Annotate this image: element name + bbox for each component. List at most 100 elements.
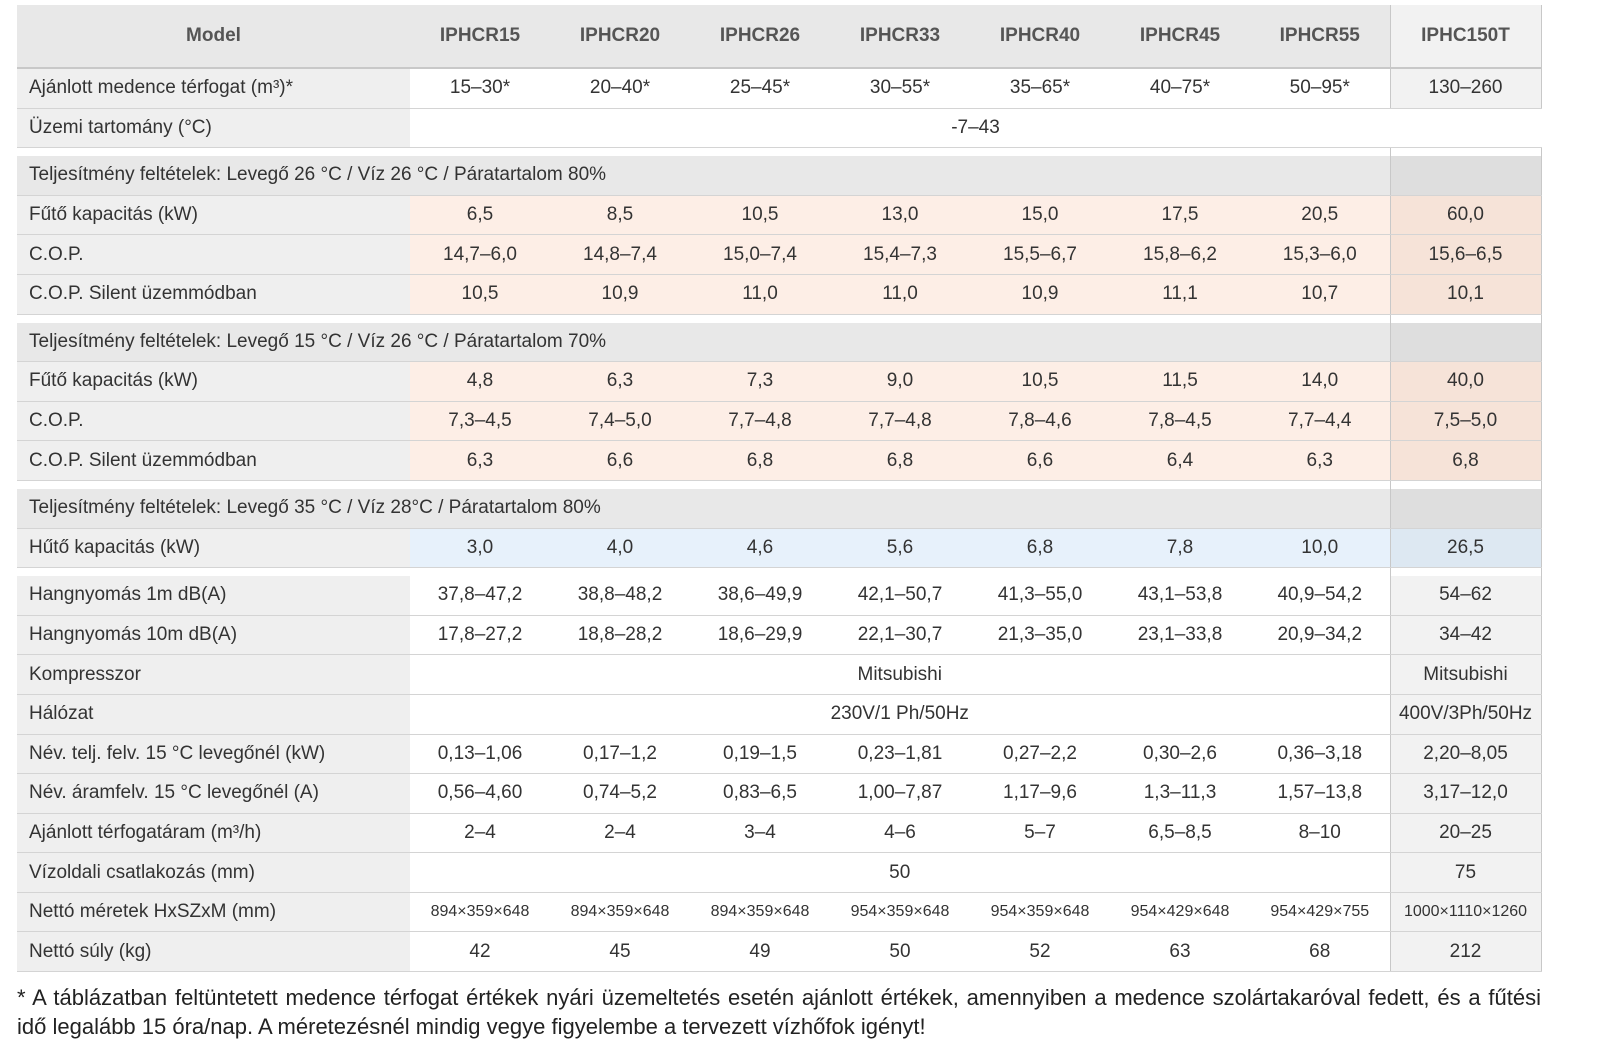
spacer-cell xyxy=(1389,314,1542,323)
row-label: Név. áramfelv. 15 °C levegőnél (A) xyxy=(17,773,410,814)
cell-value: 894×359×648 xyxy=(690,892,830,933)
cell-value: 42 xyxy=(410,931,550,973)
cell-value: 954×429×755 xyxy=(1250,892,1390,933)
row-label: C.O.P. Silent üzemmódban xyxy=(17,274,410,315)
header-label: Model xyxy=(17,5,410,69)
row-label: Név. telj. felv. 15 °C levegőnél (kW) xyxy=(17,734,410,775)
model-name: IPHCR20 xyxy=(550,5,690,69)
model-name: IPHCR45 xyxy=(1110,5,1250,69)
cell-value: 6,8 xyxy=(690,440,830,481)
data-row: Fűtő kapacitás (kW) 4,8 6,3 7,3 9,0 10,5 11,5 1… xyxy=(17,361,1542,402)
cell-value: 7,8 xyxy=(1110,528,1250,569)
cell-value: 14,7–6,0 xyxy=(410,234,550,275)
cell-value: 43,1–53,8 xyxy=(1110,576,1250,616)
cell-value: 0,36–3,18 xyxy=(1250,734,1390,775)
section-title-row: Teljesítmény feltételek: Levegő 15 °C / … xyxy=(17,322,1542,363)
cell-value: 50–95* xyxy=(1250,68,1390,109)
cell-value: 0,56–4,60 xyxy=(410,773,550,814)
cell-value: 38,6–49,9 xyxy=(690,576,830,616)
cell-value: 20,5 xyxy=(1250,195,1390,236)
spacer xyxy=(17,567,1542,577)
cell-value: 25–45* xyxy=(690,68,830,109)
data-row: Ajánlott medence térfogat (m³)* 15–30* 20–… xyxy=(17,68,1542,109)
cell-value: 60,0 xyxy=(1389,195,1542,236)
cell-value: 37,8–47,2 xyxy=(410,576,550,616)
cell-value: 4,0 xyxy=(550,528,690,569)
data-row: C.O.P. Silent üzemmódban 6,3 6,6 6,8 6,8 6,6 6… xyxy=(17,440,1542,481)
cell-value: 6,3 xyxy=(1250,440,1390,481)
cell-value: 894×359×648 xyxy=(410,892,550,933)
section-title: Teljesítmény feltételek: Levegő 15 °C / … xyxy=(17,322,1390,363)
section-title: Teljesítmény feltételek: Levegő 35 °C / … xyxy=(17,488,1390,529)
table-body: Model IPHCR15 IPHCR20 IPHCR26 IPHCR33 IPHCR40… xyxy=(17,5,1542,973)
model-name: IPHCR15 xyxy=(410,5,550,69)
cell-value: 23,1–33,8 xyxy=(1110,615,1250,656)
data-row: Nettó méretek HxSZxM (mm) 894×359×648 894×… xyxy=(17,892,1542,933)
footnote: * A táblázatban feltüntetett medence tér… xyxy=(17,985,1541,1039)
cell-value: Mitsubishi xyxy=(410,654,1390,695)
cell-value: 6,8 xyxy=(830,440,970,481)
cell-value: 35–65* xyxy=(970,68,1110,109)
cell-value: 14,0 xyxy=(1250,361,1390,402)
data-row: C.O.P. 7,3–4,5 7,4–5,0 7,7–4,8 7,7–4,8 7,8–4,… xyxy=(17,401,1542,442)
cell-value: 50 xyxy=(830,931,970,973)
cell-value: 3,0 xyxy=(410,528,550,569)
cell-value: 6,8 xyxy=(1389,440,1542,481)
cell-value: 63 xyxy=(1110,931,1250,973)
cell-value: 68 xyxy=(1250,931,1390,973)
data-row: Nettó súly (kg) 42 45 49 50 52 63 68 212 xyxy=(17,931,1542,973)
spacer-cell xyxy=(1389,147,1542,157)
cell-value: 1000×1110×1260 xyxy=(1389,892,1542,933)
cell-value: 34–42 xyxy=(1389,615,1542,656)
data-row: Ajánlott térfogatáram (m³/h) 2–4 2–4 3–4 4–6… xyxy=(17,813,1542,854)
spacer xyxy=(17,147,1542,157)
cell-value: 15–30* xyxy=(410,68,550,109)
cell-value: 400V/3Ph/50Hz xyxy=(1389,694,1542,735)
spacer-cell xyxy=(1389,567,1542,577)
spec-table: Model IPHCR15 IPHCR20 IPHCR26 IPHCR33 IPHCR40… xyxy=(17,5,1542,973)
row-label: Ajánlott térfogatáram (m³/h) xyxy=(17,813,410,854)
row-label: Nettó méretek HxSZxM (mm) xyxy=(17,892,410,933)
data-row: Üzemi tartomány (°C) -7–43 xyxy=(17,108,1541,149)
data-row: C.O.P. Silent üzemmódban 10,5 10,9 11,0 11,0… xyxy=(17,274,1542,315)
spacer-cell xyxy=(1389,480,1542,489)
cell-value: 10,5 xyxy=(410,274,550,315)
row-label: Hangnyomás 1m dB(A) xyxy=(17,576,410,616)
cell-value: 4–6 xyxy=(830,813,970,854)
model-name: IPHCR40 xyxy=(970,5,1110,69)
model-name: IPHCR26 xyxy=(690,5,830,69)
row-label: C.O.P. xyxy=(17,401,410,442)
cell-value: 10,5 xyxy=(690,195,830,236)
section-title-end xyxy=(1389,488,1542,529)
cell-value: 7,8–4,6 xyxy=(970,401,1110,442)
row-label: C.O.P. Silent üzemmódban xyxy=(17,440,410,481)
cell-value: 10,7 xyxy=(1250,274,1390,315)
cell-value: 0,23–1,81 xyxy=(830,734,970,775)
row-label: Vízoldali csatlakozás (mm) xyxy=(17,852,410,893)
cell-value: 20–25 xyxy=(1389,813,1542,854)
cell-value: 5–7 xyxy=(970,813,1110,854)
cell-value: 6,5–8,5 xyxy=(1110,813,1250,854)
cell-value: 20–40* xyxy=(550,68,690,109)
cell-value: 2–4 xyxy=(550,813,690,854)
cell-value: 75 xyxy=(1389,852,1542,893)
cell-value: 954×359×648 xyxy=(970,892,1110,933)
section-title-end xyxy=(1389,322,1542,363)
spec-table-wrap: Model IPHCR15 IPHCR20 IPHCR26 IPHCR33 IPHCR40… xyxy=(17,5,1542,973)
cell-value: 7,5–5,0 xyxy=(1389,401,1542,442)
cell-value: 11,1 xyxy=(1110,274,1250,315)
cell-value: 8–10 xyxy=(1250,813,1390,854)
cell-value: 40,9–54,2 xyxy=(1250,576,1390,616)
cell-value: 0,19–1,5 xyxy=(690,734,830,775)
cell-value: 9,0 xyxy=(830,361,970,402)
spacer xyxy=(17,480,1542,489)
cell-value: 6,5 xyxy=(410,195,550,236)
model-name: IPHCR33 xyxy=(830,5,970,69)
cell-value: 894×359×648 xyxy=(550,892,690,933)
section-title-end xyxy=(1389,156,1542,196)
cell-value: 52 xyxy=(970,931,1110,973)
cell-value: 3–4 xyxy=(690,813,830,854)
cell-value: 7,7–4,8 xyxy=(690,401,830,442)
data-row: Név. telj. felv. 15 °C levegőnél (kW) 0,1… xyxy=(17,734,1542,775)
